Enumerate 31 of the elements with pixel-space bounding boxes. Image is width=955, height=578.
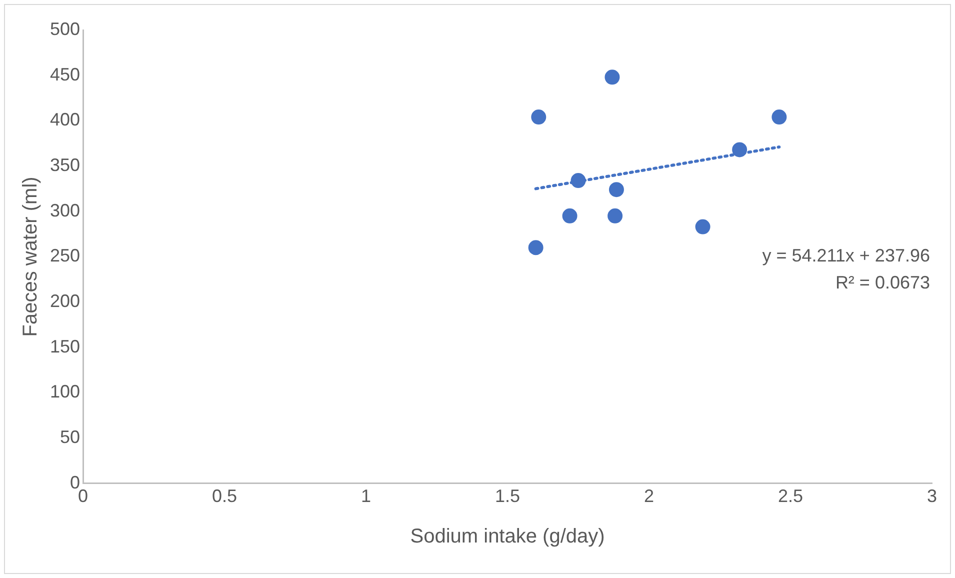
x-tick-label: 3 <box>926 486 938 506</box>
point <box>570 173 586 188</box>
y-tick-label: 150 <box>50 336 80 356</box>
x-tick-label: 2.5 <box>778 486 804 506</box>
y-tick-label: 300 <box>50 200 80 220</box>
y-tick-label: 250 <box>50 246 80 266</box>
annotation: y = 54.211x + 237.96 <box>762 246 930 266</box>
point <box>608 208 623 224</box>
y-tick-label: 50 <box>60 427 80 448</box>
x-axis-title: Sodium intake (g/day) <box>410 526 605 548</box>
point <box>732 142 748 158</box>
point <box>562 208 578 224</box>
y-tick-label: 100 <box>50 382 80 402</box>
x-tick-label: 1 <box>361 486 372 506</box>
y-tick-label: 0 <box>70 472 80 492</box>
point <box>531 110 546 125</box>
annotation: R² = 0.0673 <box>835 272 930 293</box>
point <box>608 182 624 198</box>
y-tick-label: 200 <box>50 291 80 312</box>
point <box>695 219 710 234</box>
y-axis-title: Faeces water (ml) <box>20 176 42 337</box>
x-tick-label: 2 <box>644 486 654 506</box>
y-tick-label: 350 <box>50 154 80 175</box>
y-tick-label: 450 <box>50 64 80 84</box>
point <box>772 110 787 125</box>
point <box>604 70 620 85</box>
x-tick-label: 1.5 <box>495 486 520 506</box>
y-tick-label: 500 <box>50 18 80 39</box>
y-tick-label: 400 <box>50 110 80 130</box>
x-tick-label: 0.5 <box>212 486 238 506</box>
point <box>528 240 544 256</box>
